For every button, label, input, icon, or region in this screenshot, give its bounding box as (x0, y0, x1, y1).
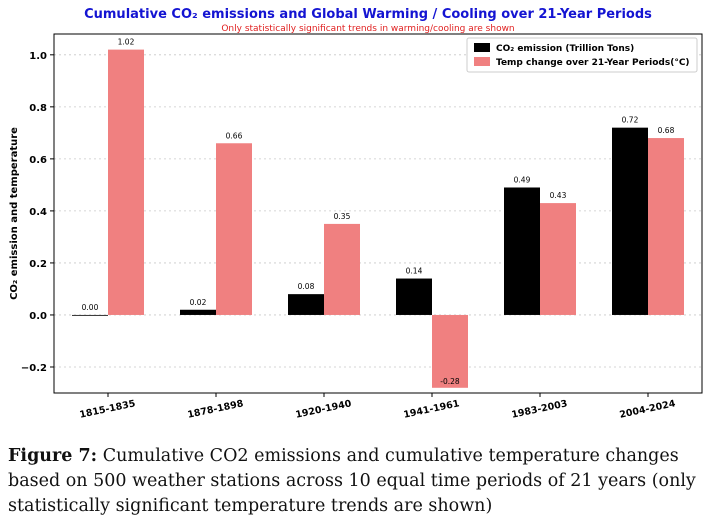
y-tick-label: 0.0 (29, 311, 47, 322)
x-tick-label: 1920-1940 (295, 398, 353, 421)
bar-co2-1878-1898 (180, 309, 216, 315)
data-label: 0.08 (298, 282, 315, 291)
data-label: 0.68 (658, 126, 675, 135)
legend-swatch-co2 (474, 43, 490, 52)
figure-caption-text: Cumulative CO2 emissions and cumulative … (8, 446, 696, 516)
bar-temp-1941-1961 (432, 314, 468, 388)
figure-label: Figure 7: (8, 446, 98, 466)
x-tick-label: 1878-1898 (187, 398, 245, 421)
data-label: -0.28 (440, 377, 460, 386)
y-tick-label: 0.6 (29, 155, 47, 166)
data-label: 1.02 (118, 38, 135, 47)
y-axis-label: CO₂ emission and temperature (9, 127, 20, 300)
y-tick-label: 0.2 (29, 259, 47, 270)
data-label: 0.14 (406, 267, 423, 276)
x-tick-label: 1815-1835 (79, 398, 137, 421)
chart-subtitle: Only statistically significant trends in… (221, 24, 514, 34)
y-tick-label: 1.0 (29, 51, 47, 62)
bar-co2-1941-1961 (396, 278, 432, 315)
y-tick-label: 0.8 (29, 103, 47, 114)
data-label: 0.49 (514, 175, 531, 184)
legend-swatch-temp (474, 57, 490, 66)
bar-co2-1920-1940 (288, 294, 324, 315)
chart-title: Cumulative CO₂ emissions and Global Warm… (84, 7, 652, 22)
bar-temp-2004-2024 (648, 138, 684, 315)
data-label: 0.72 (622, 116, 639, 125)
bar-temp-1920-1940 (324, 223, 360, 315)
data-label: 0.35 (334, 212, 351, 221)
data-label: 0.02 (190, 298, 207, 307)
data-label: 0.43 (550, 191, 567, 200)
x-tick-label: 2004-2024 (619, 398, 677, 421)
data-label: 0.00 (82, 303, 99, 312)
bar-temp-1983-2003 (540, 203, 576, 315)
x-tick-label: 1983-2003 (511, 398, 569, 421)
bar-temp-1815-1835 (108, 49, 144, 315)
y-tick-label: 0.4 (29, 207, 47, 218)
x-tick-label: 1941-1961 (403, 398, 461, 421)
bar-co2-2004-2024 (612, 127, 648, 315)
y-tick-label: −0.2 (21, 363, 47, 374)
legend-label-co2: CO₂ emission (Trillion Tons) (496, 44, 634, 54)
bar-co2-1983-2003 (504, 187, 540, 315)
data-label: 0.66 (226, 131, 243, 140)
bar-temp-1878-1898 (216, 143, 252, 315)
legend-box (466, 37, 698, 73)
figure-caption: Figure 7: Cumulative CO2 emissions and c… (8, 444, 700, 519)
legend-label-temp: Temp change over 21-Year Periods(°C) (496, 58, 690, 68)
bar-co2-1815-1835 (72, 314, 108, 316)
plot-frame (53, 33, 703, 394)
chart: Cumulative CO₂ emissions and Global Warm… (9, 7, 703, 421)
